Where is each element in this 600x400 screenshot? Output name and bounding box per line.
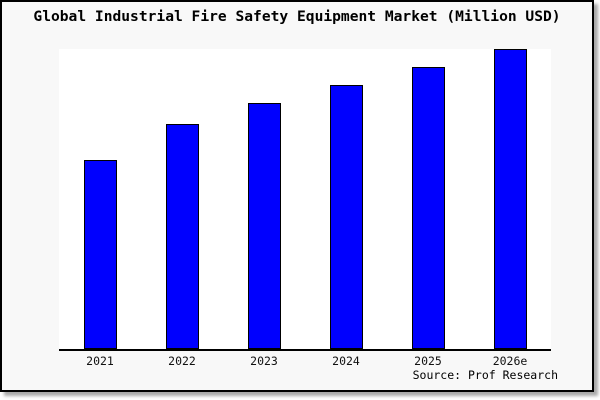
bar-2021	[83, 160, 117, 349]
bar-2024	[329, 85, 363, 349]
x-tick-label-2022: 2022	[168, 354, 196, 368]
chart-frame: Global Industrial Fire Safety Equipment …	[0, 0, 594, 392]
x-tick-label-2024: 2024	[332, 354, 360, 368]
x-tick-label-2023: 2023	[250, 354, 278, 368]
bar-2026e	[493, 49, 527, 349]
bar-2025	[411, 67, 445, 349]
chart-title: Global Industrial Fire Safety Equipment …	[33, 8, 561, 25]
x-tick-label-2026e: 2026e	[492, 354, 528, 368]
plot-area	[59, 49, 551, 351]
x-tick-label-2021: 2021	[86, 354, 114, 368]
bar-2023	[247, 103, 281, 349]
x-tick-label-2025: 2025	[414, 354, 442, 368]
x-axis-labels: 2021 2022 2023 2024 2025 2026e	[59, 354, 551, 368]
bar-2022	[165, 124, 199, 349]
source-credit: Source: Prof Research	[412, 368, 558, 382]
